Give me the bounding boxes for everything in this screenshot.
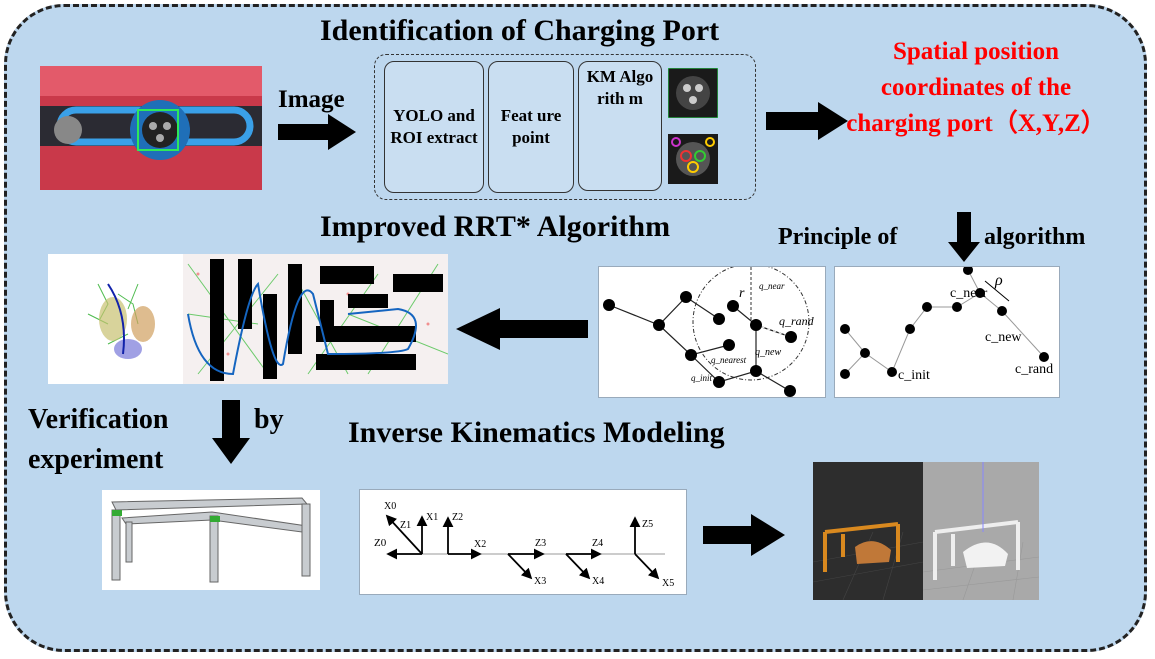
label-rho: ρ <box>994 272 1003 289</box>
label-q-near: q_near <box>759 281 785 291</box>
port-keypoints-thumbnail <box>668 134 718 184</box>
label-c-new: c_new <box>985 330 1022 345</box>
label-c-near: c_near <box>950 286 988 301</box>
label-z5: Z5 <box>642 519 653 530</box>
verification-by-label: by <box>254 404 284 435</box>
port-detect-thumbnail <box>668 68 718 118</box>
label-q-rand: q_rand <box>779 314 815 328</box>
label-c-rand: c_rand <box>1015 362 1053 377</box>
label-x2: X2 <box>474 539 486 550</box>
label-z2: Z2 <box>452 512 463 523</box>
label-x1: X1 <box>426 512 438 523</box>
label-x4: X4 <box>592 576 604 587</box>
yolo-roi-box: YOLO and ROI extract <box>384 61 484 193</box>
image-label: Image <box>278 86 345 113</box>
rrt-star-diagram: r q_near q_rand q_new q_nearest q_init <box>598 263 826 398</box>
verification-label: Verification <box>28 404 169 435</box>
pipeline-container <box>374 54 756 200</box>
charging-port-photo <box>40 66 262 190</box>
feature-point-box: Feat ure point <box>488 61 574 193</box>
principle-label-left: Principle of <box>778 224 898 250</box>
label-q-new: q_new <box>755 347 781 358</box>
label-r: r <box>739 286 745 301</box>
label-q-init: q_init <box>691 373 713 383</box>
km-algorithm-box: KM Algo rith m <box>578 61 662 191</box>
arrow-right-icon <box>278 114 356 150</box>
rrt-simulation-image <box>48 254 448 384</box>
arrow-right-icon <box>703 514 785 556</box>
gantry-experiment-image <box>102 490 320 590</box>
simulation-render-image <box>813 462 1039 600</box>
arrow-down-icon <box>212 400 250 464</box>
label-x3: X3 <box>534 576 546 587</box>
label-c-init: c_init <box>898 368 930 383</box>
rrt-title: Improved RRT* Algorithm <box>320 210 671 243</box>
label-x5: X5 <box>662 578 674 589</box>
principle-label-right: algorithm <box>984 224 1086 250</box>
label-z0: Z0 <box>374 537 387 549</box>
spatial-coordinates-output: Spatial position coordinates of the char… <box>846 38 1106 137</box>
ik-title: Inverse Kinematics Modeling <box>348 416 725 449</box>
label-z3: Z3 <box>535 538 546 549</box>
arrow-down-icon <box>948 212 980 262</box>
label-z4: Z4 <box>592 538 603 549</box>
label-q-nearest: q_nearest <box>711 355 747 365</box>
arrow-left-icon <box>456 308 588 350</box>
ik-frames-diagram: X0 Z1 X1 Z2 Z0 X2 Z3 X3 Z4 X4 Z5 X5 <box>359 489 687 595</box>
principle-diagram: c_near ρ c_new c_init c_rand <box>834 265 1060 398</box>
label-z1: Z1 <box>400 520 411 531</box>
arrow-right-icon <box>766 102 848 140</box>
identification-title: Identification of Charging Port <box>320 14 720 47</box>
experiment-label: experiment <box>28 444 164 475</box>
label-x0: X0 <box>384 501 396 512</box>
